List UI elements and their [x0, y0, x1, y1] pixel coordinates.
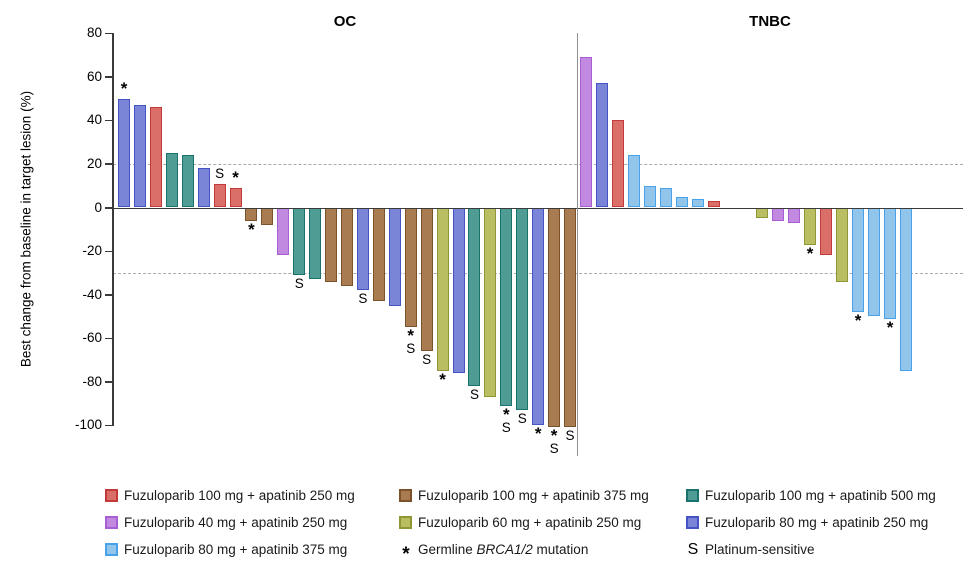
bar-oc-0: [118, 98, 130, 208]
legend-item-label: Fuzuloparib 100 mg + apatinib 375 mg: [418, 488, 649, 503]
brca-asterisk-symbol: *: [232, 167, 239, 187]
y-tick-mark: [105, 250, 112, 253]
y-axis-line: [112, 33, 114, 426]
bar-oc-5: [197, 168, 210, 208]
bar-oc-2: [149, 107, 162, 208]
legend-item-label: Fuzuloparib 100 mg + apatinib 500 mg: [705, 488, 936, 503]
bar-tnbc-3: [628, 155, 640, 208]
bar-tnbc-4: [644, 185, 656, 208]
brca-asterisk-symbol: *: [402, 544, 410, 565]
y-tick-mark: [105, 207, 112, 209]
y-tick-mark: [105, 424, 112, 427]
platinum-s-symbol: S: [565, 428, 575, 444]
legend-color-swatch-icon: [105, 489, 118, 502]
bar-oc-6: [213, 183, 226, 208]
y-tick-label: -20: [82, 243, 102, 259]
platinum-s-symbol: S: [358, 291, 368, 307]
zero-baseline: [112, 207, 963, 209]
bar-oc-4: [181, 155, 194, 208]
platinum-s-symbol: S: [215, 165, 225, 181]
brca-asterisk-symbol: *: [248, 219, 255, 239]
legend-item-label: Germline BRCA1/2 mutation: [418, 542, 588, 557]
legend-color-swatch-icon: [686, 516, 699, 529]
bar-tnbc-6: [676, 196, 688, 208]
bar-tnbc-1: [596, 83, 608, 208]
panel-divider-line: [577, 33, 578, 456]
brca-asterisk-symbol: *: [806, 243, 814, 263]
y-tick-label: -60: [82, 330, 102, 346]
legend-label-part: BRCA1/2: [476, 542, 533, 557]
bar-tnbc-0: [580, 57, 592, 208]
y-tick-mark: [105, 76, 112, 78]
brca-asterisk-symbol: *: [550, 426, 558, 446]
legend-item-label: Fuzuloparib 40 mg + apatinib 250 mg: [124, 515, 348, 530]
platinum-s-symbol: S: [469, 387, 479, 403]
panel-title-tnbc: TNBC: [749, 13, 791, 30]
platinum-s-symbol: S: [687, 541, 699, 558]
y-tick-label: -40: [82, 286, 102, 302]
legend-label-part: Germline: [418, 542, 477, 557]
y-tick-label: -80: [82, 373, 102, 389]
legend-color-swatch-icon: [399, 516, 412, 529]
legend-item-label: Fuzuloparib 100 mg + apatinib 250 mg: [124, 488, 355, 503]
platinum-s-symbol: S: [422, 352, 432, 368]
platinum-s-symbol: S: [294, 276, 304, 291]
bar-oc-3: [165, 153, 178, 208]
bar-oc-1: [133, 105, 146, 208]
brca-asterisk-symbol: *: [886, 317, 894, 337]
reference-line: [113, 163, 963, 165]
bar-tnbc-8: [708, 200, 720, 208]
platinum-s-symbol: S: [517, 411, 527, 427]
legend-color-swatch-icon: [105, 516, 118, 529]
y-tick-label: 20: [86, 155, 102, 171]
legend-color-swatch-icon: [686, 489, 699, 502]
legend-item-label: Platinum-sensitive: [705, 542, 815, 557]
brca-asterisk-symbol: *: [120, 78, 128, 98]
y-tick-mark: [105, 294, 112, 296]
legend-color-swatch-icon: [105, 543, 118, 556]
bar-tnbc-7: [692, 198, 704, 208]
legend-item-label: Fuzuloparib 80 mg + apatinib 250 mg: [705, 515, 929, 530]
brca-asterisk-symbol: *: [534, 424, 542, 444]
brca-asterisk-symbol: *: [439, 369, 446, 389]
y-tick-mark: [105, 337, 112, 340]
y-tick-label: -100: [74, 417, 102, 433]
legend-label-part: mutation: [532, 542, 589, 557]
y-tick-mark: [105, 119, 112, 122]
platinum-s-symbol: S: [406, 341, 416, 357]
y-tick-label: 80: [86, 25, 102, 41]
legend-item-label: Fuzuloparib 80 mg + apatinib 375 mg: [124, 542, 348, 557]
y-tick-label: 0: [94, 199, 102, 215]
y-tick-mark: [105, 163, 112, 165]
panel-title-oc: OC: [333, 13, 357, 30]
bar-tnbc-5: [660, 187, 672, 208]
legend-item-label: Fuzuloparib 60 mg + apatinib 250 mg: [418, 515, 642, 530]
y-tick-mark: [105, 381, 112, 383]
platinum-s-symbol: S: [549, 441, 559, 457]
y-tick-label: 60: [86, 68, 102, 84]
y-tick-mark: [105, 32, 112, 35]
bar-tnbc-2: [612, 120, 624, 208]
y-tick-label: 40: [86, 112, 102, 128]
brca-asterisk-symbol: *: [407, 326, 415, 346]
brca-asterisk-symbol: *: [503, 404, 510, 424]
legend-color-swatch-icon: [399, 489, 412, 502]
brca-asterisk-symbol: *: [854, 311, 862, 331]
platinum-s-symbol: S: [501, 419, 511, 435]
bar-oc-7: [229, 187, 242, 208]
